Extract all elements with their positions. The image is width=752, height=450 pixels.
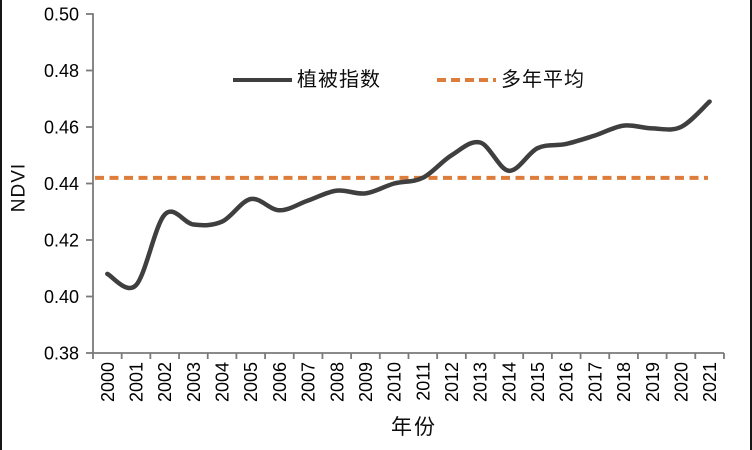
y-tick-label: 0.44 (44, 174, 79, 194)
x-tick-label: 2003 (184, 362, 204, 402)
y-tick-labels: 0.38 0.40 0.42 0.44 0.46 0.48 0.50 (44, 5, 79, 364)
y-tick-label: 0.48 (44, 61, 79, 81)
y-tick-label: 0.40 (44, 287, 79, 307)
x-tick-label: 2011 (413, 362, 433, 401)
x-tick-label: 2002 (155, 362, 175, 402)
x-tick-label: 2006 (270, 362, 290, 402)
axes (86, 13, 725, 359)
x-tick-label: 2017 (585, 362, 605, 402)
x-tick-labels: 2000 2001 2002 2003 2004 2005 2006 2007 2008 2009… (98, 362, 720, 402)
legend-label-multiyear-average: 多年平均 (501, 69, 585, 91)
legend-item-multiyear-average: 多年平均 (437, 67, 585, 93)
image-left-border (0, 0, 2, 450)
x-tick-label: 2001 (127, 362, 147, 402)
y-tick-label: 0.50 (44, 5, 79, 25)
x-tick-label: 2013 (471, 362, 491, 402)
x-axis-title: 年份 (391, 416, 437, 439)
x-tick-label: 2018 (614, 362, 634, 402)
y-axis-title: NDVI (8, 162, 30, 213)
y-tick-label: 0.46 (44, 118, 79, 138)
x-tick-label: 2014 (499, 362, 519, 402)
x-tick-label: 2021 (700, 362, 720, 402)
legend-item-vegetation-index: 植被指数 (233, 67, 381, 93)
x-tick-label: 2005 (241, 362, 261, 402)
x-tick-label: 2007 (299, 362, 319, 402)
x-tick-label: 2010 (385, 362, 405, 402)
x-tick-label: 2012 (442, 362, 462, 402)
y-tick-label: 0.42 (44, 231, 79, 251)
x-tick-label: 2000 (98, 362, 118, 402)
image-right-border (750, 0, 752, 450)
x-tick-label: 2009 (356, 362, 376, 402)
vegetation-index-line (105, 99, 712, 291)
x-tick-label: 2019 (643, 362, 663, 402)
x-tick-label: 2016 (557, 362, 577, 402)
x-tick-label: 2008 (327, 362, 347, 402)
x-tick-label: 2015 (528, 362, 548, 402)
legend-label-vegetation-index: 植被指数 (297, 69, 381, 91)
x-tick-label: 2004 (213, 362, 233, 402)
legend-dashed-line-swatch (437, 78, 496, 82)
legend-solid-line-swatch (233, 78, 292, 82)
y-tick-label: 0.38 (44, 344, 79, 364)
x-tick-label: 2020 (671, 362, 691, 402)
